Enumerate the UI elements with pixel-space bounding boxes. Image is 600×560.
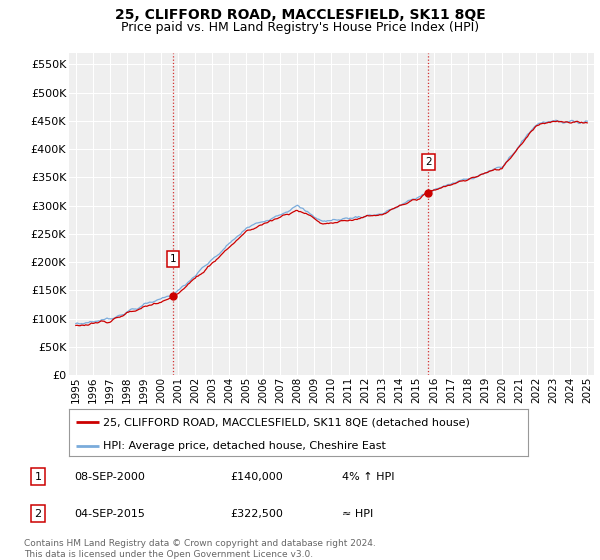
Text: 1: 1 <box>169 254 176 264</box>
Text: Contains HM Land Registry data © Crown copyright and database right 2024.
This d: Contains HM Land Registry data © Crown c… <box>24 539 376 559</box>
Text: 25, CLIFFORD ROAD, MACCLESFIELD, SK11 8QE (detached house): 25, CLIFFORD ROAD, MACCLESFIELD, SK11 8Q… <box>103 417 470 427</box>
Text: 25, CLIFFORD ROAD, MACCLESFIELD, SK11 8QE: 25, CLIFFORD ROAD, MACCLESFIELD, SK11 8Q… <box>115 8 485 22</box>
Text: 04-SEP-2015: 04-SEP-2015 <box>74 509 145 519</box>
Text: 2: 2 <box>425 157 431 167</box>
Text: ≈ HPI: ≈ HPI <box>342 509 373 519</box>
Text: 1: 1 <box>34 472 41 482</box>
Text: 2: 2 <box>34 509 41 519</box>
Text: 4% ↑ HPI: 4% ↑ HPI <box>342 472 395 482</box>
Text: HPI: Average price, detached house, Cheshire East: HPI: Average price, detached house, Ches… <box>103 441 386 451</box>
Text: £322,500: £322,500 <box>230 509 283 519</box>
Text: £140,000: £140,000 <box>230 472 283 482</box>
Text: Price paid vs. HM Land Registry's House Price Index (HPI): Price paid vs. HM Land Registry's House … <box>121 21 479 34</box>
Text: 08-SEP-2000: 08-SEP-2000 <box>74 472 145 482</box>
